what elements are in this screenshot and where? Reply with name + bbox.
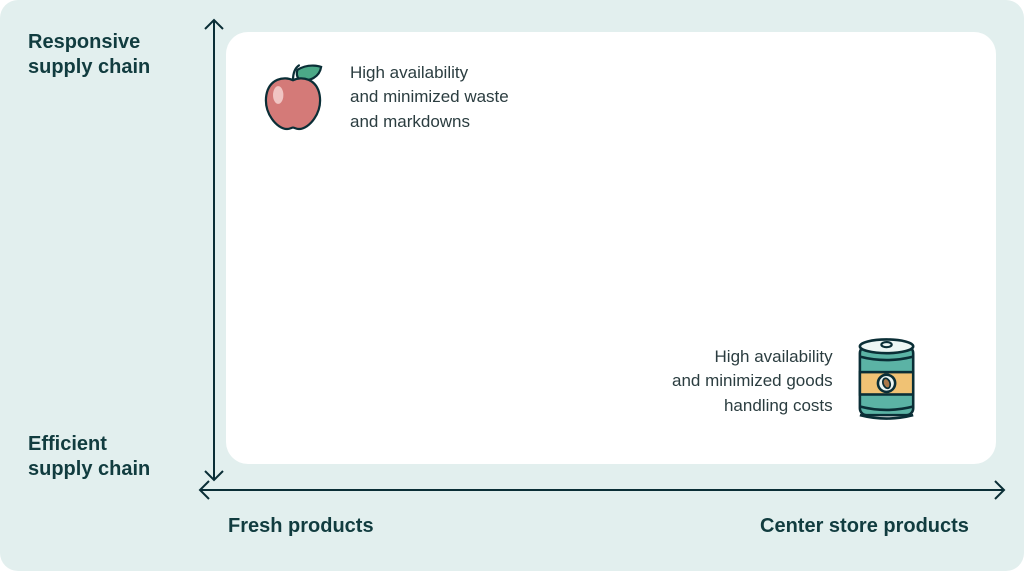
diagram-canvas: Responsive supply chain Efficient supply… [0,0,1024,571]
item-fresh: High availability and minimized waste an… [256,58,509,137]
text-line: and minimized goods [672,371,833,390]
text-line: High availability [715,347,833,366]
y-axis-label-bottom: Efficient supply chain [28,432,150,482]
can-icon [853,336,920,427]
x-axis [0,0,1024,571]
y-axis-label-top: Responsive supply chain [28,30,150,80]
item-center: High availability and minimized goods ha… [672,336,920,427]
text-line: and markdowns [350,112,470,131]
text-line: High availability [350,63,468,82]
text-line: handling costs [724,396,833,415]
label-line: Responsive [28,31,140,53]
item-center-text: High availability and minimized goods ha… [672,345,833,419]
x-axis-label-left: Fresh products [228,514,374,539]
x-axis-label-right: Center store products [760,514,969,539]
label-line: Efficient [28,433,107,455]
item-fresh-text: High availability and minimized waste an… [350,61,509,135]
text-line: and minimized waste [350,87,509,106]
apple-icon [256,58,330,137]
label-line: supply chain [28,458,150,480]
label-line: supply chain [28,56,150,78]
